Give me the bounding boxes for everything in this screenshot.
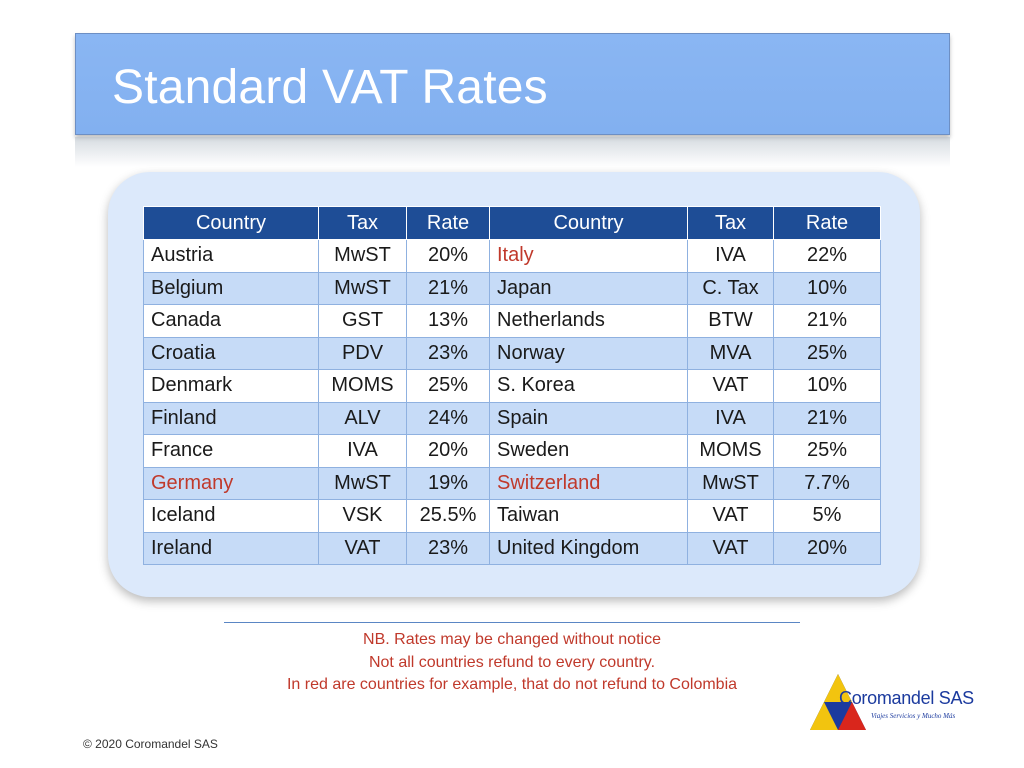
- copyright-text: © 2020 Coromandel SAS: [83, 737, 218, 751]
- rate-cell: 21%: [406, 271, 490, 305]
- notes-divider: [224, 622, 800, 623]
- vat-rates-table: Country Tax Rate Country Tax Rate Austri…: [143, 206, 881, 565]
- rate-cell: 13%: [406, 304, 490, 338]
- title-reflection: [75, 137, 950, 167]
- rate-cell: 7.7%: [773, 466, 881, 500]
- note-line: Not all countries refund to every countr…: [368, 653, 656, 671]
- country-cell-non-refund: Switzerland: [489, 466, 688, 500]
- tax-cell: MwST: [318, 271, 407, 305]
- rate-cell: 21%: [773, 304, 881, 338]
- rate-cell: 24%: [406, 401, 490, 435]
- table-header-row: Country Tax Rate Country Tax Rate: [143, 206, 881, 240]
- tax-cell: VAT: [687, 369, 774, 403]
- table-row: Austria MwST 20% Italy IVA 22%: [143, 239, 881, 273]
- tax-cell: MwST: [318, 239, 407, 273]
- country-cell-non-refund: Italy: [489, 239, 688, 273]
- country-cell: Canada: [143, 304, 319, 338]
- table-row: Ireland VAT 23% United Kingdom VAT 20%: [143, 531, 881, 565]
- table-row: Denmark MOMS 25% S. Korea VAT 10%: [143, 369, 881, 403]
- tax-cell: VAT: [687, 499, 774, 533]
- rate-cell: 10%: [773, 271, 881, 305]
- country-cell: Spain: [489, 401, 688, 435]
- rate-cell: 23%: [406, 531, 490, 565]
- country-cell: Finland: [143, 401, 319, 435]
- rate-cell: 25.5%: [406, 499, 490, 533]
- rate-cell: 22%: [773, 239, 881, 273]
- header-tax: Tax: [687, 206, 774, 240]
- rate-cell: 19%: [406, 466, 490, 500]
- rate-cell: 23%: [406, 336, 490, 370]
- country-cell: France: [143, 434, 319, 468]
- country-cell: Austria: [143, 239, 319, 273]
- tax-cell: MOMS: [318, 369, 407, 403]
- tax-cell: PDV: [318, 336, 407, 370]
- tax-cell: MOMS: [687, 434, 774, 468]
- table-row: Croatia PDV 23% Norway MVA 25%: [143, 336, 881, 370]
- tax-cell: GST: [318, 304, 407, 338]
- logo-tagline: Viajes Servicios y Mucho Más: [871, 712, 956, 720]
- rate-cell: 25%: [773, 336, 881, 370]
- table-row: Iceland VSK 25.5% Taiwan VAT 5%: [143, 499, 881, 533]
- country-cell: Ireland: [143, 531, 319, 565]
- country-cell: United Kingdom: [489, 531, 688, 565]
- tax-cell: VAT: [687, 531, 774, 565]
- header-country: Country: [143, 206, 319, 240]
- country-cell-non-refund: Germany: [143, 466, 319, 500]
- rate-cell: 10%: [773, 369, 881, 403]
- country-cell: Iceland: [143, 499, 319, 533]
- tax-cell: VAT: [318, 531, 407, 565]
- logo-triangles-icon: [810, 674, 866, 730]
- country-cell: Norway: [489, 336, 688, 370]
- tax-cell: IVA: [687, 239, 774, 273]
- note-line: In red are countries for example, that d…: [286, 676, 738, 693]
- rate-cell: 25%: [773, 434, 881, 468]
- company-logo: Coromandel SAS Viajes Servicios y Mucho …: [808, 672, 974, 734]
- rate-cell: 25%: [406, 369, 490, 403]
- logo-name: Coromandel SAS: [839, 688, 974, 708]
- tax-cell: MwST: [687, 466, 774, 500]
- country-cell: Netherlands: [489, 304, 688, 338]
- country-cell: Denmark: [143, 369, 319, 403]
- tax-cell: IVA: [318, 434, 407, 468]
- country-cell: S. Korea: [489, 369, 688, 403]
- rate-cell: 5%: [773, 499, 881, 533]
- rate-cell: 20%: [773, 531, 881, 565]
- header-rate: Rate: [773, 206, 881, 240]
- rate-cell: 20%: [406, 239, 490, 273]
- country-cell: Croatia: [143, 336, 319, 370]
- tax-cell: MwST: [318, 466, 407, 500]
- table-row: Canada GST 13% Netherlands BTW 21%: [143, 304, 881, 338]
- rate-cell: 21%: [773, 401, 881, 435]
- table-row: Finland ALV 24% Spain IVA 21%: [143, 401, 881, 435]
- tax-cell: BTW: [687, 304, 774, 338]
- country-cell: Belgium: [143, 271, 319, 305]
- header-rate: Rate: [406, 206, 490, 240]
- tax-cell: VSK: [318, 499, 407, 533]
- tax-cell: IVA: [687, 401, 774, 435]
- tax-cell: C. Tax: [687, 271, 774, 305]
- table-row: Germany MwST 19% Switzerland MwST 7.7%: [143, 466, 881, 500]
- country-cell: Taiwan: [489, 499, 688, 533]
- table-row: Belgium MwST 21% Japan C. Tax 10%: [143, 271, 881, 305]
- notes-block: NB. Rates may be changed without notice …: [224, 629, 800, 697]
- title-bar: Standard VAT Rates: [75, 33, 950, 135]
- rate-cell: 20%: [406, 434, 490, 468]
- header-tax: Tax: [318, 206, 407, 240]
- table-row: France IVA 20% Sweden MOMS 25%: [143, 434, 881, 468]
- tax-cell: MVA: [687, 336, 774, 370]
- tax-cell: ALV: [318, 401, 407, 435]
- slide-title: Standard VAT Rates: [112, 61, 548, 114]
- header-country: Country: [489, 206, 688, 240]
- country-cell: Sweden: [489, 434, 688, 468]
- note-line: NB. Rates may be changed without notice: [363, 631, 661, 648]
- country-cell: Japan: [489, 271, 688, 305]
